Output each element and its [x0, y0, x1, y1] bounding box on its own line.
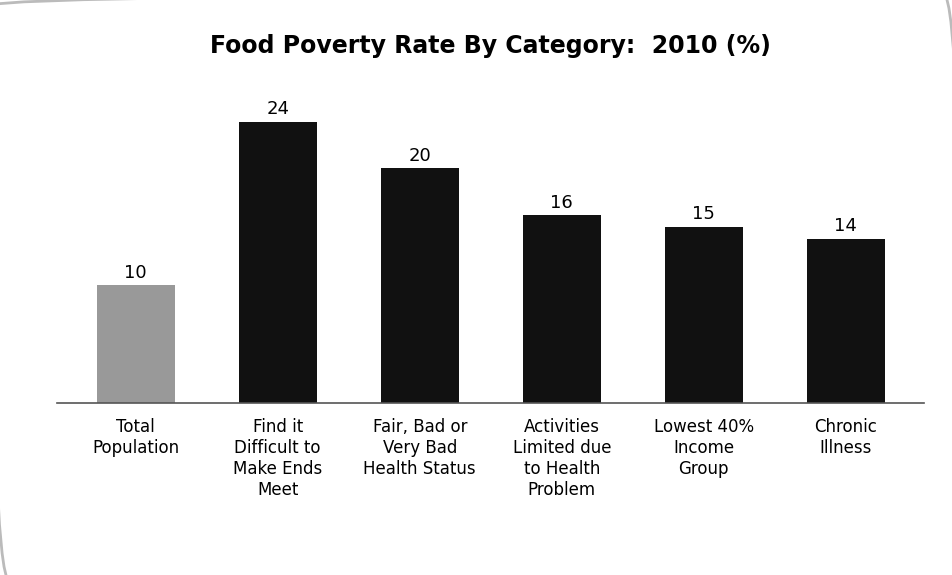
Text: 16: 16: [550, 194, 572, 212]
Text: 20: 20: [408, 147, 430, 165]
Title: Food Poverty Rate By Category:  2010 (%): Food Poverty Rate By Category: 2010 (%): [210, 33, 770, 58]
Bar: [96, 285, 174, 402]
Bar: [238, 121, 316, 402]
Bar: [523, 215, 601, 402]
Text: 24: 24: [266, 100, 288, 118]
Text: 15: 15: [692, 205, 715, 224]
Text: 10: 10: [124, 264, 147, 282]
Bar: [664, 227, 743, 402]
Bar: [380, 168, 458, 402]
Text: 14: 14: [834, 217, 857, 235]
Bar: [806, 239, 884, 402]
